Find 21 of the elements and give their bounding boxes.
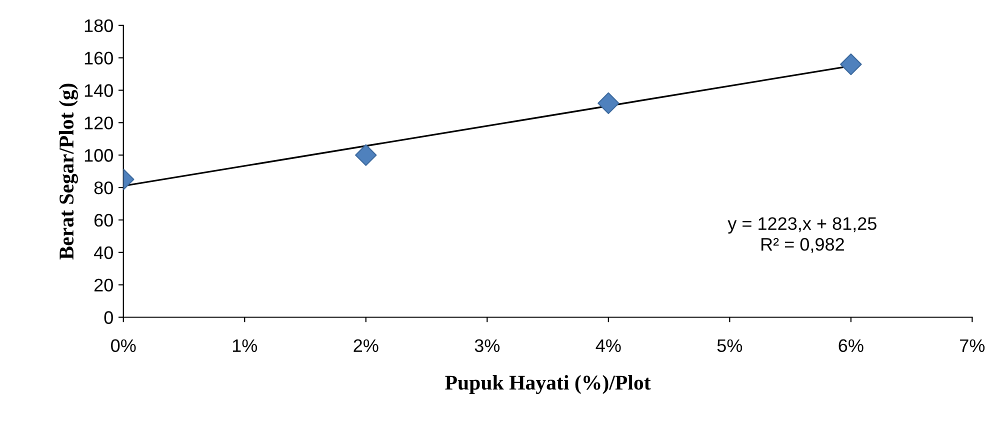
y-axis-title: Berat Segar/Plot (g) — [58, 84, 78, 260]
y-tick-label: 40 — [94, 246, 113, 260]
x-tick-label: 4% — [596, 339, 621, 352]
y-tick-label: 100 — [84, 149, 113, 162]
y-tick-label: 80 — [94, 181, 113, 194]
y-tick-label: 180 — [84, 19, 113, 32]
x-tick-label: 7% — [960, 339, 985, 352]
x-tick-label: 6% — [838, 339, 864, 352]
annotation: y = 1223,x + 81,25 R² = 0,982 — [728, 217, 876, 253]
x-tick-label: 3% — [474, 339, 500, 352]
x-tick-label: 2% — [354, 339, 378, 352]
y-tick-label: 0 — [104, 311, 113, 324]
x-tick-label: 5% — [717, 339, 742, 352]
y-tick-label: 20 — [94, 278, 113, 292]
x-axis-title: Pupuk Hayati (%)/Plot — [445, 375, 651, 394]
x-tick-label: 1% — [232, 339, 258, 352]
y-tick-label: 160 — [84, 52, 113, 65]
x-tick-label: 0% — [111, 339, 136, 352]
y-tick-label: 120 — [84, 116, 113, 130]
y-tick-label: 60 — [94, 214, 113, 227]
y-tick-label: 140 — [84, 84, 113, 97]
